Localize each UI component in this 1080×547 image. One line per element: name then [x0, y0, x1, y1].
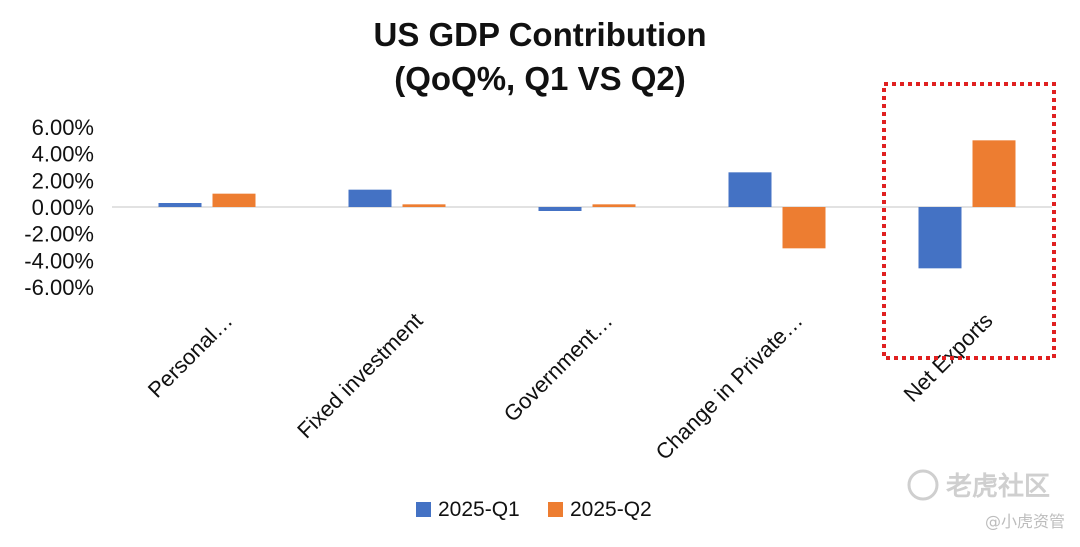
watermark-handle: @小虎资管: [985, 512, 1065, 531]
legend-label-q1: 2025-Q1: [438, 498, 520, 521]
y-axis: 6.00%4.00%2.00%0.00%-2.00%-4.00%-6.00%: [24, 115, 94, 300]
bar-q1-4: [918, 207, 962, 269]
bar-q2-1: [402, 204, 446, 207]
chart-title-line1: US GDP Contribution: [373, 16, 706, 53]
category-label: Government…: [499, 308, 618, 427]
bar-q1-0: [158, 203, 202, 207]
y-tick-label: 2.00%: [32, 168, 94, 193]
bar-q2-0: [212, 193, 256, 207]
legend-label-q2: 2025-Q2: [570, 498, 652, 521]
legend-swatch-q2: [548, 502, 563, 517]
y-tick-label: -2.00%: [24, 222, 94, 247]
chart-title-line2: (QoQ%, Q1 VS Q2): [394, 60, 686, 97]
watermark-brand: 老虎社区: [946, 471, 1050, 502]
y-tick-label: 4.00%: [32, 142, 94, 167]
bar-q2-2: [592, 204, 636, 207]
legend-swatch-q1: [416, 502, 431, 517]
y-tick-label: -6.00%: [24, 275, 94, 300]
bar-q1-3: [728, 172, 772, 207]
net-exports-highlight-box: [882, 82, 1056, 360]
bar-q2-3: [782, 207, 826, 249]
bar-q2-4: [972, 140, 1016, 207]
watermark: 老虎社区 @小虎资管: [907, 469, 1065, 531]
category-label: Personal…: [143, 308, 238, 403]
y-tick-label: -4.00%: [24, 248, 94, 273]
category-label: Change in Private…: [651, 308, 808, 465]
tiger-logo-icon: [907, 469, 939, 501]
legend: 2025-Q1 2025-Q2: [416, 498, 652, 521]
bar-q1-1: [348, 189, 392, 207]
y-tick-label: 0.00%: [32, 195, 94, 220]
bar-q1-2: [538, 207, 582, 211]
y-tick-label: 6.00%: [32, 115, 94, 140]
category-label: Fixed investment: [292, 308, 427, 443]
category-labels: Personal… Fixed investment Government… Chan…: [143, 308, 998, 465]
bars: [158, 140, 1016, 269]
